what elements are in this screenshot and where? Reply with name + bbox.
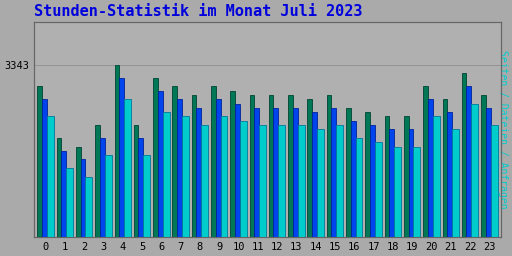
Bar [134,125,138,237]
Bar [279,125,285,237]
Bar [37,86,42,237]
Bar [235,103,240,237]
Text: Stunden-Statistik im Monat Juli 2023: Stunden-Statistik im Monat Juli 2023 [34,4,362,19]
Bar [466,86,472,237]
Bar [327,95,331,237]
Bar [138,138,143,237]
Bar [66,168,73,237]
Bar [57,138,61,237]
Bar [414,147,420,237]
Bar [312,112,317,237]
Bar [297,125,305,237]
Bar [95,125,100,237]
Bar [119,78,124,237]
Bar [250,95,254,237]
Bar [355,138,362,237]
Bar [124,99,131,237]
Bar [447,112,452,237]
Bar [486,108,490,237]
Bar [47,116,54,237]
Bar [472,103,478,237]
Bar [462,73,466,237]
Bar [158,91,163,237]
Bar [351,121,355,237]
Bar [196,108,201,237]
Bar [452,129,459,237]
Bar [331,108,336,237]
Bar [216,99,221,237]
Bar [389,129,394,237]
Bar [115,65,119,237]
Bar [182,116,189,237]
Bar [490,125,498,237]
Bar [240,121,247,237]
Bar [404,116,409,237]
Bar [293,108,297,237]
Bar [370,125,375,237]
Bar [433,116,440,237]
Bar [42,99,47,237]
Bar [100,138,105,237]
Bar [173,86,177,237]
Bar [385,116,389,237]
Bar [336,125,343,237]
Bar [481,95,486,237]
Bar [442,99,447,237]
Bar [105,155,112,237]
Bar [273,108,279,237]
Bar [143,155,150,237]
Bar [394,147,401,237]
Bar [221,116,227,237]
Bar [177,99,182,237]
Bar [366,112,370,237]
Bar [317,129,324,237]
Bar [201,125,208,237]
Bar [254,108,259,237]
Bar [409,129,414,237]
Y-axis label: Seiten / Dateien / Anfragen: Seiten / Dateien / Anfragen [498,50,508,209]
Bar [163,112,169,237]
Bar [428,99,433,237]
Bar [86,177,92,237]
Bar [423,86,428,237]
Bar [211,86,216,237]
Bar [230,91,235,237]
Bar [346,108,351,237]
Bar [308,99,312,237]
Bar [288,95,293,237]
Bar [153,78,158,237]
Bar [76,147,80,237]
Bar [259,125,266,237]
Bar [80,159,86,237]
Bar [269,95,273,237]
Bar [191,95,196,237]
Bar [61,151,66,237]
Bar [375,142,382,237]
